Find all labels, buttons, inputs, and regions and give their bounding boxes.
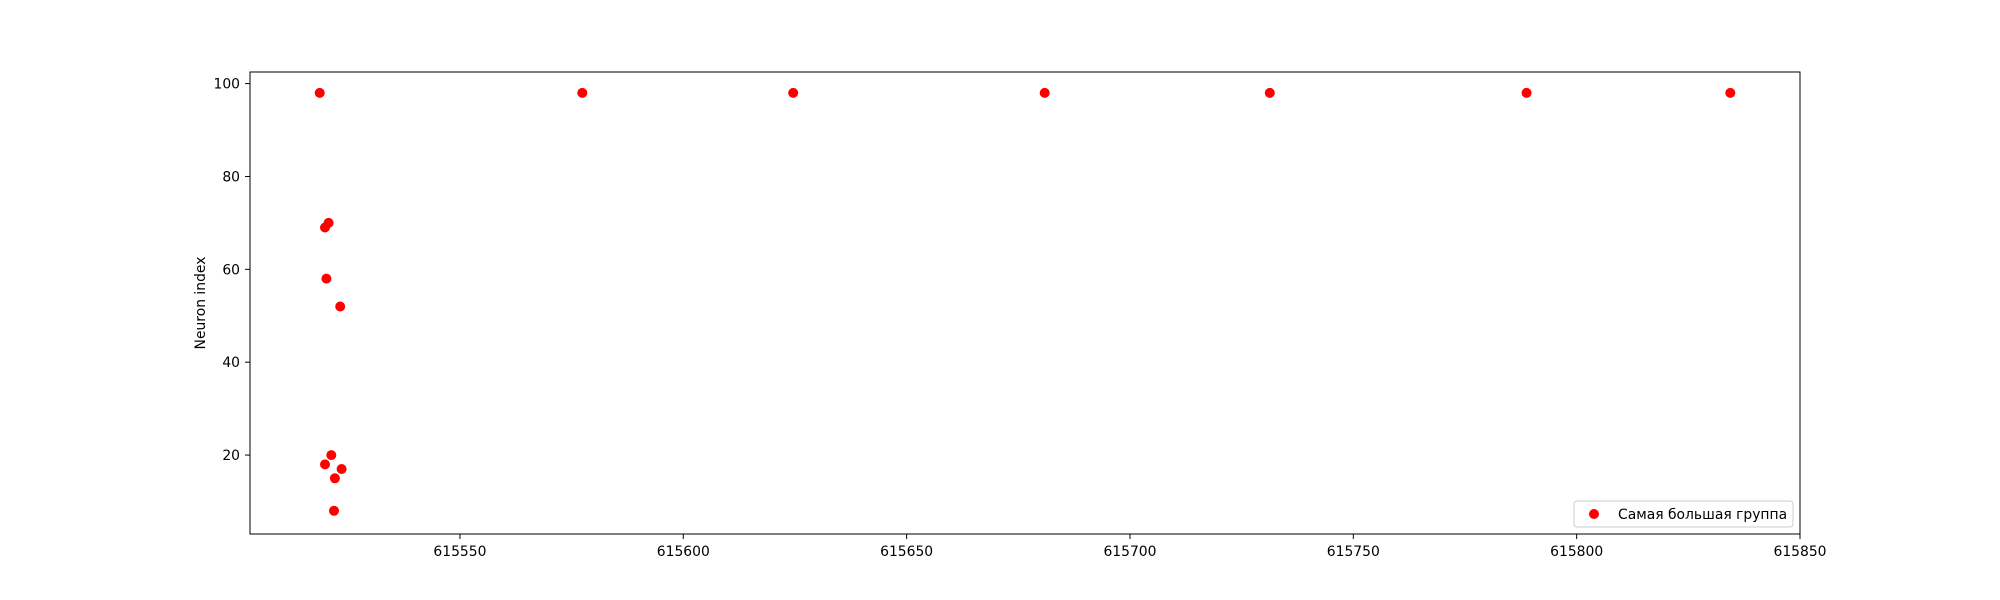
data-point bbox=[1521, 87, 1532, 98]
x-tick-label: 615750 bbox=[1327, 544, 1380, 560]
data-point bbox=[336, 464, 347, 474]
data-point bbox=[323, 217, 334, 228]
data-point bbox=[329, 505, 339, 516]
legend-label: Самая большая группа bbox=[1618, 507, 1787, 523]
y-tick-label: 40 bbox=[222, 355, 240, 371]
y-tick-label: 60 bbox=[222, 262, 240, 278]
y-axis: 20 40 60 80 100 bbox=[213, 77, 250, 464]
data-point bbox=[1725, 87, 1736, 98]
plot-area bbox=[250, 72, 1800, 534]
data-point bbox=[314, 87, 325, 98]
data-point bbox=[1039, 87, 1050, 98]
data-points bbox=[314, 87, 1736, 516]
data-point bbox=[320, 459, 330, 470]
x-tick-label: 615650 bbox=[880, 544, 933, 560]
x-tick-label: 615700 bbox=[1103, 544, 1156, 560]
x-tick-label: 615850 bbox=[1773, 544, 1826, 560]
x-tick-label: 615800 bbox=[1550, 544, 1603, 560]
data-point bbox=[321, 273, 332, 284]
x-tick-label: 615550 bbox=[433, 544, 486, 560]
legend-frame bbox=[1573, 500, 1794, 528]
legend-marker-icon bbox=[1589, 509, 1599, 519]
data-point bbox=[1264, 87, 1275, 98]
data-point bbox=[329, 473, 340, 484]
y-tick-label: 100 bbox=[213, 77, 240, 93]
y-tick-label: 20 bbox=[222, 448, 240, 464]
data-point bbox=[326, 450, 337, 461]
x-axis: 615550 615600 615650 615700 615750 615800 6158… bbox=[433, 534, 1827, 560]
data-point bbox=[335, 301, 346, 312]
x-tick-label: 615600 bbox=[657, 544, 710, 560]
plot-background bbox=[250, 72, 1800, 534]
y-tick-label: 80 bbox=[222, 169, 240, 185]
data-point bbox=[788, 87, 799, 98]
y-axis-label: Neuron index bbox=[193, 257, 209, 350]
data-point bbox=[577, 87, 588, 98]
plot-frame bbox=[249, 71, 1801, 535]
legend: Самая большая группа bbox=[1573, 500, 1794, 528]
